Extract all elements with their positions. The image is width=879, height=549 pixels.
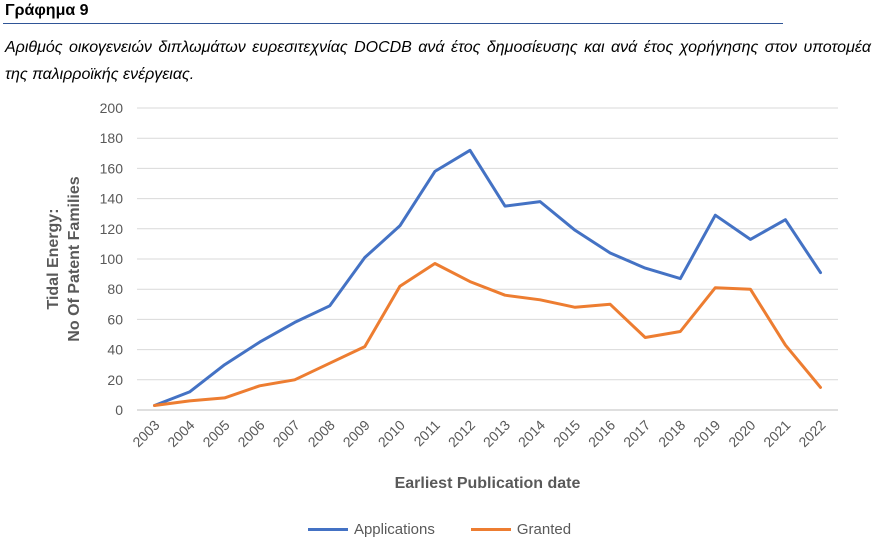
x-tick-label: 2010 (375, 417, 408, 450)
y-tick-label: 160 (100, 160, 124, 176)
x-tick-labels: 2003200420052006200720082009201020112012… (129, 417, 828, 450)
legend-item-granted: Granted (471, 521, 571, 538)
legend-label-granted: Granted (517, 521, 571, 538)
x-tick-label: 2017 (620, 417, 653, 450)
y-tick-label: 200 (100, 100, 124, 116)
series-line-applications (155, 150, 821, 405)
legend-swatch-granted (471, 528, 511, 531)
x-tick-label: 2009 (340, 417, 373, 450)
x-tick-label: 2020 (725, 417, 758, 450)
y-tick-label: 140 (100, 191, 124, 207)
x-tick-label: 2013 (480, 417, 513, 450)
legend-swatch-applications (308, 528, 348, 531)
x-tick-label: 2016 (585, 417, 618, 450)
y-tick-label: 180 (100, 130, 124, 146)
x-tick-label: 2015 (550, 417, 583, 450)
x-tick-label: 2014 (515, 417, 548, 450)
x-tick-label: 2004 (164, 417, 197, 450)
x-tick-label: 2019 (690, 417, 723, 450)
x-axis-title: Earliest Publication date (395, 475, 581, 492)
x-tick-label: 2007 (270, 417, 303, 450)
x-tick-label: 2012 (445, 417, 478, 450)
y-tick-label: 120 (100, 221, 124, 237)
x-tick-label: 2022 (795, 417, 828, 450)
y-tick-label: 20 (107, 372, 123, 388)
gridlines (137, 108, 838, 410)
y-axis-title-line-2: No Of Patent Families (66, 176, 83, 341)
y-tick-label: 60 (107, 311, 123, 327)
y-tick-labels: 0 20 40 60 80 100 120 140 160 180 200 (100, 100, 124, 418)
legend-label-applications: Applications (354, 521, 435, 538)
x-tick-label: 2005 (199, 417, 232, 450)
y-tick-label: 40 (107, 342, 123, 358)
chart-legend: Applications Granted (0, 521, 879, 538)
x-tick-label: 2008 (305, 417, 338, 450)
x-tick-label: 2003 (129, 417, 162, 450)
x-tick-label: 2011 (410, 417, 443, 450)
x-tick-label: 2006 (234, 417, 267, 450)
series-lines (155, 150, 821, 405)
y-tick-label: 100 (100, 251, 124, 267)
y-tick-label: 80 (107, 281, 123, 297)
y-axis-title-line-1: Tidal Energy: (45, 208, 62, 309)
x-tick-label: 2018 (655, 417, 688, 450)
x-tick-label: 2021 (760, 417, 793, 450)
legend-item-applications: Applications (308, 521, 435, 538)
series-line-granted (155, 264, 821, 406)
y-tick-label: 0 (115, 402, 123, 418)
